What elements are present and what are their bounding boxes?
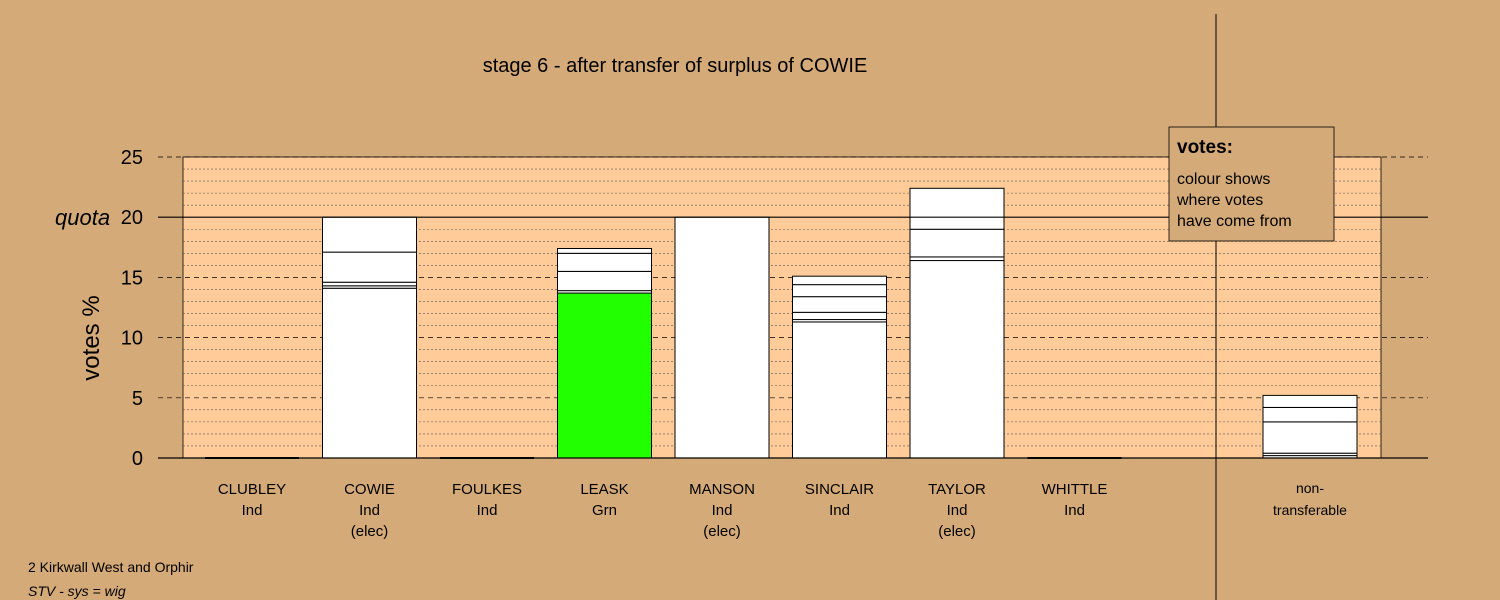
x-label-party: Ind: [829, 502, 850, 519]
bar-nontransferable: [1262, 394, 1358, 459]
bar-segment: [909, 187, 1005, 230]
bar-cowie: [322, 216, 417, 459]
x-label-nontransferable-2: transferable: [1273, 502, 1347, 518]
bar-segment: [557, 248, 652, 254]
bar-segment: [909, 260, 1005, 459]
bar-segment: [1262, 421, 1358, 454]
chart-title: stage 6 - after transfer of surplus of C…: [483, 55, 868, 77]
x-labels: CLUBLEY Ind COWIE Ind (elec) FOULKES Ind LEASK G…: [218, 480, 1347, 540]
legend-line-2: where votes: [1176, 192, 1263, 209]
bar-segment: [792, 311, 887, 321]
y-tick-label: 0: [132, 448, 143, 470]
x-label-status: (elec): [938, 523, 976, 540]
bar-sinclair: [792, 275, 887, 459]
y-ticks: 0 5 10 15 20 25: [121, 147, 143, 470]
quota-label: quota: [55, 205, 110, 230]
bar-segment: [1262, 406, 1358, 423]
x-label-party: Ind: [1064, 502, 1085, 519]
x-label-party: Ind: [359, 502, 380, 519]
y-axis-label: votes %: [78, 295, 105, 380]
bar-segment: [557, 292, 652, 459]
x-label-name: CLUBLEY: [218, 481, 286, 498]
bar-segment: [792, 284, 887, 298]
bar-segment: [674, 216, 770, 459]
bar-segment: [322, 216, 417, 253]
legend: votes: colour shows where votes have com…: [1168, 126, 1335, 242]
x-label-party: Grn: [592, 502, 617, 519]
bar-segment: [322, 287, 417, 459]
bar-segment: [1262, 394, 1358, 408]
legend-line-3: have come from: [1177, 213, 1292, 230]
x-label-party: Ind: [712, 502, 733, 519]
x-label-name: MANSON: [689, 481, 755, 498]
footer-system: STV - sys = wig: [28, 583, 126, 599]
x-label-name: SINCLAIR: [805, 481, 874, 498]
legend-title: votes:: [1177, 137, 1233, 158]
bar-segment: [909, 228, 1005, 258]
x-label-party: Ind: [242, 502, 263, 519]
bar-segment: [557, 252, 652, 272]
y-tick-label: 5: [132, 388, 143, 410]
x-label-status: (elec): [351, 523, 389, 540]
x-label-name: TAYLOR: [928, 481, 986, 498]
y-tick-label: 15: [121, 267, 143, 289]
bar-segment: [322, 251, 417, 283]
legend-line-1: colour shows: [1177, 171, 1270, 188]
x-label-nontransferable-1: non-: [1296, 480, 1324, 496]
bar-segment: [557, 270, 652, 292]
x-label-name: LEASK: [580, 481, 628, 498]
y-tick-label: 25: [121, 147, 143, 169]
bar-segment: [792, 275, 887, 286]
bars: [205, 187, 1358, 459]
x-label-name: COWIE: [344, 481, 395, 498]
x-label-name: FOULKES: [452, 481, 522, 498]
x-label-status: (elec): [703, 523, 741, 540]
bar-segment: [909, 256, 1005, 262]
footer-ward: 2 Kirkwall West and Orphir: [28, 559, 194, 575]
x-label-party: Ind: [477, 502, 498, 519]
bar-segment: [322, 281, 417, 287]
x-label-party: Ind: [947, 502, 968, 519]
legend-box: [1168, 126, 1335, 242]
bar-segment: [792, 296, 887, 313]
y-tick-label: 10: [121, 328, 143, 350]
bar-segment: [792, 321, 887, 459]
bar-taylor: [909, 187, 1005, 459]
bar-leask: [557, 248, 652, 459]
x-label-name: WHITTLE: [1042, 481, 1108, 498]
y-tick-label: 20: [121, 207, 143, 229]
bar-manson: [674, 216, 770, 459]
